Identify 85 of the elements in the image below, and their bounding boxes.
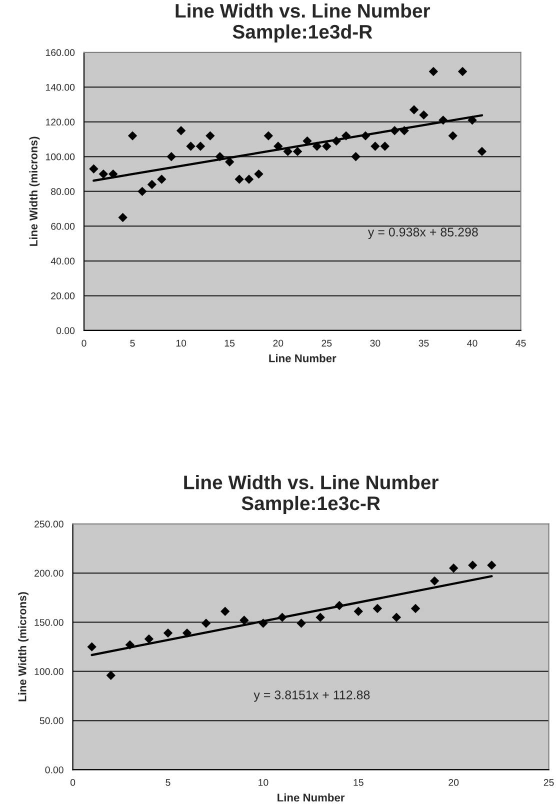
point	[448, 564, 458, 573]
point	[354, 606, 364, 616]
point	[244, 174, 254, 184]
y-tick-label: 100.00	[46, 153, 75, 160]
annotation: y = 0.938x + 85.298	[368, 228, 478, 239]
point	[138, 186, 147, 196]
point	[186, 142, 196, 151]
y-tick-label: 160.00	[46, 49, 75, 56]
y-axis-title: Line Width (microns)	[29, 136, 40, 246]
point	[428, 66, 438, 76]
x-tick-label: 10	[176, 340, 186, 347]
y-axis-title: Line Width (microns)	[18, 592, 28, 702]
y-tick-label: 20.00	[51, 292, 75, 300]
point	[419, 110, 428, 120]
point	[380, 142, 390, 151]
x-tick-label: 25	[544, 779, 554, 786]
point	[322, 142, 332, 151]
point	[351, 152, 360, 162]
point	[118, 212, 128, 222]
x-tick-label: 10	[258, 779, 268, 786]
point	[430, 576, 440, 586]
point	[316, 612, 325, 622]
chart-title: Line Width vs. Line Number Sample:1e3d-R	[176, 3, 430, 43]
point	[254, 169, 264, 179]
y-tick-label: 40.00	[50, 258, 75, 265]
point	[458, 66, 468, 76]
x-tick-label: 45	[516, 340, 526, 347]
point	[296, 618, 306, 628]
point	[468, 560, 478, 570]
y-tick-label: 80.00	[51, 188, 75, 196]
point	[409, 105, 419, 114]
chart-title: Line Width vs. Line Number Sample:1e3c-R	[184, 474, 438, 514]
point	[392, 612, 402, 622]
point	[264, 131, 274, 140]
annotation: y = 3.8151x + 112.88	[254, 690, 370, 702]
x-tick-label: 5	[130, 340, 135, 347]
point	[234, 174, 244, 184]
point	[240, 616, 249, 625]
x-tick-label: 40	[467, 340, 478, 347]
x-tick-label: 20	[448, 779, 459, 786]
y-tick-label: 250.00	[34, 520, 64, 528]
point	[106, 670, 116, 680]
point	[98, 169, 108, 179]
point	[477, 146, 487, 156]
y-tick-label: 0.00	[45, 766, 64, 774]
point	[292, 146, 302, 156]
x-axis-title: Line Number	[278, 793, 345, 802]
point	[201, 618, 211, 628]
point	[147, 180, 157, 190]
point	[166, 152, 176, 162]
x-tick-label: 0	[70, 779, 76, 786]
point	[157, 174, 166, 184]
y-tick-label: 50.00	[40, 717, 64, 724]
point	[370, 142, 380, 151]
y-tick-label: 150.00	[34, 618, 64, 626]
point	[224, 157, 234, 166]
point	[163, 628, 173, 638]
point	[87, 642, 96, 652]
x-tick-label: 20	[273, 340, 284, 347]
y-tick-label: 0.00	[56, 327, 75, 334]
point	[448, 131, 458, 140]
x-tick-label: 0	[82, 340, 86, 347]
point	[487, 560, 496, 570]
point	[89, 164, 98, 174]
point	[468, 116, 477, 125]
y-tick-label: 60.00	[51, 222, 75, 230]
x-tick-label: 25	[322, 340, 332, 347]
x-tick-label: 35	[418, 340, 429, 347]
point	[196, 142, 206, 151]
x-tick-label: 15	[354, 779, 364, 786]
point	[128, 131, 138, 140]
y-tick-label: 140.00	[46, 84, 75, 91]
point	[410, 604, 420, 614]
point	[144, 634, 154, 644]
y-tick-label: 100.00	[34, 668, 64, 676]
point	[220, 606, 230, 616]
x-tick-label: 5	[166, 779, 170, 786]
point	[176, 126, 186, 136]
x-tick-label: 15	[224, 340, 235, 347]
point	[206, 131, 215, 140]
x-axis-title: Line Number	[269, 354, 336, 362]
x-tick-label: 30	[370, 340, 380, 347]
y-tick-label: 120.00	[46, 118, 75, 126]
point	[372, 604, 382, 614]
y-tick-label: 200.00	[34, 570, 64, 577]
